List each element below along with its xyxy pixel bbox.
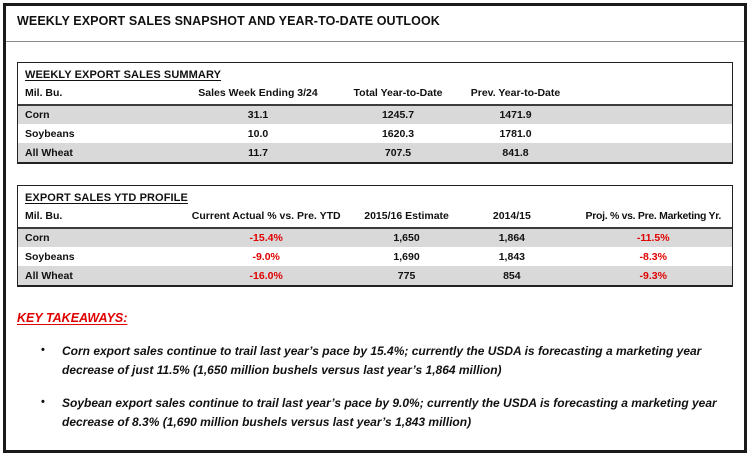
takeaway-bullet: • Soybean export sales continue to trail… [14, 394, 736, 431]
takeaway-bullet: • Corn export sales continue to trail la… [14, 342, 736, 379]
column-header: 2015/16 Estimate [363, 208, 450, 229]
takeaway-text: Corn export sales continue to trail last… [62, 344, 702, 377]
cell: 1471.9 [458, 105, 573, 124]
summary-table-title: WEEKLY EXPORT SALES SUMMARY [25, 69, 222, 81]
document-page-frame: WEEKLY EXPORT SALES SNAPSHOT AND YEAR-TO… [3, 3, 747, 453]
cell: 1,650 [363, 228, 450, 247]
table-row: Corn -15.4% 1,650 1,864 -11.5% [18, 228, 732, 247]
column-header: Mil. Bu. [18, 208, 169, 229]
cell-filler [573, 105, 732, 124]
export-sales-ytd-profile-section: EXPORT SALES YTD PROFILE Mil. Bu. Curren… [17, 185, 733, 287]
cell: 854 [449, 266, 575, 285]
row-label: Corn [18, 105, 178, 124]
cell-filler [573, 124, 732, 143]
column-header: Prev. Year-to-Date [458, 85, 573, 106]
column-header: Current Actual % vs. Pre. YTD [168, 208, 364, 229]
cell-negative-pct: -11.5% [574, 228, 732, 247]
cell: 775 [363, 266, 450, 285]
column-header-filler [573, 85, 732, 106]
cell: 31.1 [178, 105, 338, 124]
cell-negative-pct: -16.0% [168, 266, 364, 285]
column-header: Proj. % vs. Pre. Marketing Yr. [574, 208, 732, 229]
cell: 1,843 [498, 250, 525, 263]
row-label: Corn [18, 228, 169, 247]
column-header: 2014/15 [449, 208, 575, 229]
table-row: Soybeans 10.0 1620.3 1781.0 [18, 124, 732, 143]
table-row: Corn 31.1 1245.7 1471.9 [18, 105, 732, 124]
title-divider [6, 41, 744, 42]
profile-table-header-row: Mil. Bu. Current Actual % vs. Pre. YTD 2… [18, 208, 732, 229]
cell: 841.8 [458, 143, 573, 162]
table-row: Soybeans -9.0% 1,690 1,843 -8.3% [18, 247, 732, 266]
page-title: WEEKLY EXPORT SALES SNAPSHOT AND YEAR-TO… [17, 14, 440, 28]
cell: 1781.0 [499, 127, 532, 140]
bullet-icon: • [41, 396, 45, 409]
summary-table: Mil. Bu. Sales Week Ending 3/24 Total Ye… [18, 85, 732, 162]
cell-negative-pct: -8.3% [639, 250, 667, 263]
cell-filler [573, 143, 732, 162]
row-label: Soybeans [25, 250, 75, 263]
key-takeaways-heading: KEY TAKEAWAYS: [17, 311, 128, 325]
cell: 707.5 [338, 143, 458, 162]
key-takeaways-section: KEY TAKEAWAYS: • Corn export sales conti… [14, 309, 736, 431]
row-label: All Wheat [18, 266, 169, 285]
table-row: All Wheat -16.0% 775 854 -9.3% [18, 266, 732, 285]
cell-negative-pct: -9.3% [574, 266, 732, 285]
cell: 1620.3 [381, 127, 415, 140]
cell-negative-pct: -9.0% [252, 250, 280, 263]
table-row: All Wheat 11.7 707.5 841.8 [18, 143, 732, 162]
cell: 10.0 [247, 127, 269, 140]
row-label: Soybeans [25, 127, 75, 140]
cell-negative-pct: -15.4% [168, 228, 364, 247]
column-header: Sales Week Ending 3/24 [178, 85, 338, 106]
row-label: All Wheat [18, 143, 178, 162]
weekly-export-sales-summary-section: WEEKLY EXPORT SALES SUMMARY Mil. Bu. Sal… [17, 62, 733, 164]
column-header: Total Year-to-Date [338, 85, 458, 106]
profile-table: Mil. Bu. Current Actual % vs. Pre. YTD 2… [18, 208, 732, 285]
column-header: Mil. Bu. [18, 85, 178, 106]
takeaway-text: Soybean export sales continue to trail l… [62, 396, 717, 429]
bullet-icon: • [41, 344, 45, 356]
summary-table-header-row: Mil. Bu. Sales Week Ending 3/24 Total Ye… [18, 85, 732, 106]
cell: 1245.7 [338, 105, 458, 124]
profile-table-title: EXPORT SALES YTD PROFILE [25, 192, 188, 204]
cell: 1,690 [393, 250, 420, 263]
cell: 11.7 [178, 143, 338, 162]
cell: 1,864 [449, 228, 575, 247]
